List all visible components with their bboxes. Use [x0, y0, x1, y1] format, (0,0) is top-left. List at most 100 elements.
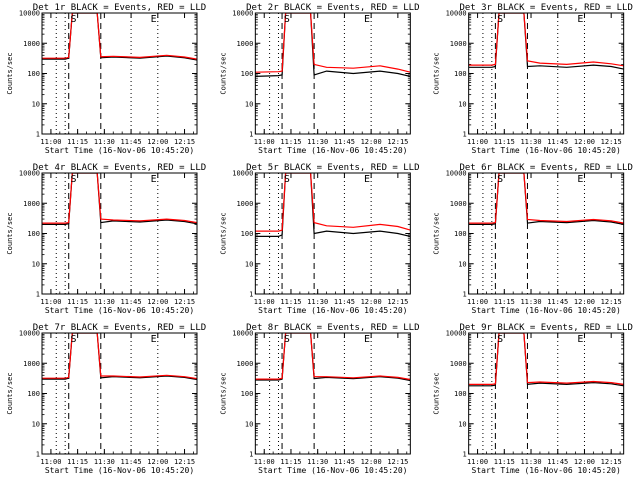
lld-series-line [255, 13, 411, 73]
lld-series-line [42, 173, 197, 224]
x-axis-label: Start Time (16-Nov-06 10:45:20) [472, 466, 621, 475]
panel-title: Det 5r BLACK = Events, RED = LLD [246, 163, 419, 173]
y-tick-label: 100 [241, 70, 254, 78]
detector-panel: Det 1r BLACK = Events, RED = LLD 1 10 100 10… [6, 3, 206, 155]
x-tick-label: 11:00 [254, 458, 275, 466]
plot-frame [468, 172, 625, 295]
y-tick-label: 1 [36, 131, 40, 139]
y-tick-label: 100 [454, 230, 467, 238]
panel-title: Det 3r BLACK = Events, RED = LLD [459, 3, 632, 13]
y-tick-label: 100 [27, 390, 40, 398]
x-tick-label: 12:15 [387, 298, 408, 306]
marker-letter: S [497, 14, 503, 25]
marker-letter: E [364, 14, 370, 25]
y-tick-label: 10 [245, 420, 253, 428]
x-tick-label: 11:00 [40, 458, 61, 466]
x-tick-label: 12:15 [174, 298, 195, 306]
marker-letter: E [364, 174, 370, 185]
x-tick-label: 11:45 [121, 298, 142, 306]
lld-series-line [468, 13, 624, 67]
detector-panel: Det 2r BLACK = Events, RED = LLD 1 10 100 10… [219, 3, 419, 155]
y-tick-label: 10 [245, 100, 253, 108]
x-tick-label: 11:15 [280, 298, 301, 306]
y-tick-label: 1 [462, 291, 466, 299]
x-tick-label: 11:45 [547, 458, 568, 466]
x-tick-label: 11:30 [520, 138, 541, 146]
marker-letter: E [151, 14, 157, 25]
y-tick-label: 1 [249, 131, 253, 139]
x-tick-label: 11:15 [280, 138, 301, 146]
plot-frame [41, 172, 198, 295]
y-tick-label: 1000 [236, 360, 253, 368]
y-tick-label: 10 [458, 420, 466, 428]
y-axis-label: Counts/sec [6, 372, 14, 414]
plot-frame [41, 332, 198, 455]
y-tick-label: 100 [27, 230, 40, 238]
marker-letter: E [577, 334, 583, 345]
marker-letter: E [577, 14, 583, 25]
x-tick-label: 11:45 [121, 458, 142, 466]
y-tick-label: 1 [462, 451, 466, 459]
detector-panel: Det 5r BLACK = Events, RED = LLD 1 10 100 10… [219, 163, 419, 315]
x-tick-label: 11:30 [94, 458, 115, 466]
x-tick-label: 11:15 [67, 298, 88, 306]
x-tick-label: 12:00 [574, 138, 595, 146]
y-tick-label: 10000 [446, 330, 467, 338]
x-tick-label: 11:30 [520, 458, 541, 466]
x-tick-label: 12:15 [387, 138, 408, 146]
plot-frame [468, 332, 625, 455]
x-tick-label: 12:00 [361, 138, 382, 146]
y-tick-label: 1000 [236, 40, 253, 48]
x-tick-label: 12:00 [574, 458, 595, 466]
y-tick-label: 10000 [232, 10, 253, 18]
events-series-line [42, 13, 197, 61]
x-axis-label: Start Time (16-Nov-06 10:45:20) [258, 306, 407, 315]
x-tick-label: 11:45 [547, 138, 568, 146]
x-tick-label: 11:00 [467, 298, 488, 306]
events-series-line [255, 173, 411, 237]
marker-letter: S [71, 14, 77, 25]
x-tick-label: 12:00 [147, 298, 168, 306]
x-axis-label: Start Time (16-Nov-06 10:45:20) [45, 146, 194, 155]
x-axis-label: Start Time (16-Nov-06 10:45:20) [472, 306, 621, 315]
x-tick-label: 11:15 [67, 458, 88, 466]
x-tick-label: 11:45 [334, 458, 355, 466]
y-tick-label: 1 [249, 451, 253, 459]
y-tick-label: 10000 [232, 170, 253, 178]
x-axis-label: Start Time (16-Nov-06 10:45:20) [258, 146, 407, 155]
plot-frame [41, 12, 198, 135]
y-tick-label: 1000 [450, 360, 467, 368]
marker-letter: E [151, 334, 157, 345]
y-tick-label: 10000 [446, 10, 467, 18]
y-tick-label: 100 [27, 70, 40, 78]
panel-title: Det 9r BLACK = Events, RED = LLD [459, 323, 632, 333]
marker-letter: S [497, 174, 503, 185]
events-series-line [468, 173, 624, 225]
x-tick-label: 12:15 [601, 138, 622, 146]
plot-frame [254, 332, 411, 455]
x-axis-label: Start Time (16-Nov-06 10:45:20) [472, 146, 621, 155]
x-tick-label: 12:00 [574, 298, 595, 306]
x-tick-label: 12:15 [601, 298, 622, 306]
x-tick-label: 12:15 [387, 458, 408, 466]
x-tick-label: 11:15 [494, 298, 515, 306]
events-series-line [255, 13, 411, 77]
marker-letter: E [151, 174, 157, 185]
panel-title: Det 1r BLACK = Events, RED = LLD [33, 3, 206, 13]
x-tick-label: 11:30 [307, 138, 328, 146]
panel-title: Det 7r BLACK = Events, RED = LLD [33, 323, 206, 333]
detector-panel: Det 9r BLACK = Events, RED = LLD 1 10 100 10… [433, 323, 633, 475]
marker-letter: S [497, 334, 503, 345]
x-tick-label: 11:15 [494, 458, 515, 466]
y-tick-label: 1000 [23, 360, 40, 368]
y-tick-label: 10 [245, 260, 253, 268]
x-axis-label: Start Time (16-Nov-06 10:45:20) [45, 466, 194, 475]
lld-series-line [42, 333, 197, 380]
y-tick-label: 1000 [23, 200, 40, 208]
x-tick-label: 11:30 [520, 298, 541, 306]
x-tick-label: 11:00 [467, 138, 488, 146]
y-tick-label: 1000 [23, 40, 40, 48]
panel-title: Det 4r BLACK = Events, RED = LLD [33, 163, 206, 173]
detector-panel: Det 7r BLACK = Events, RED = LLD 1 10 100 10… [6, 323, 206, 475]
